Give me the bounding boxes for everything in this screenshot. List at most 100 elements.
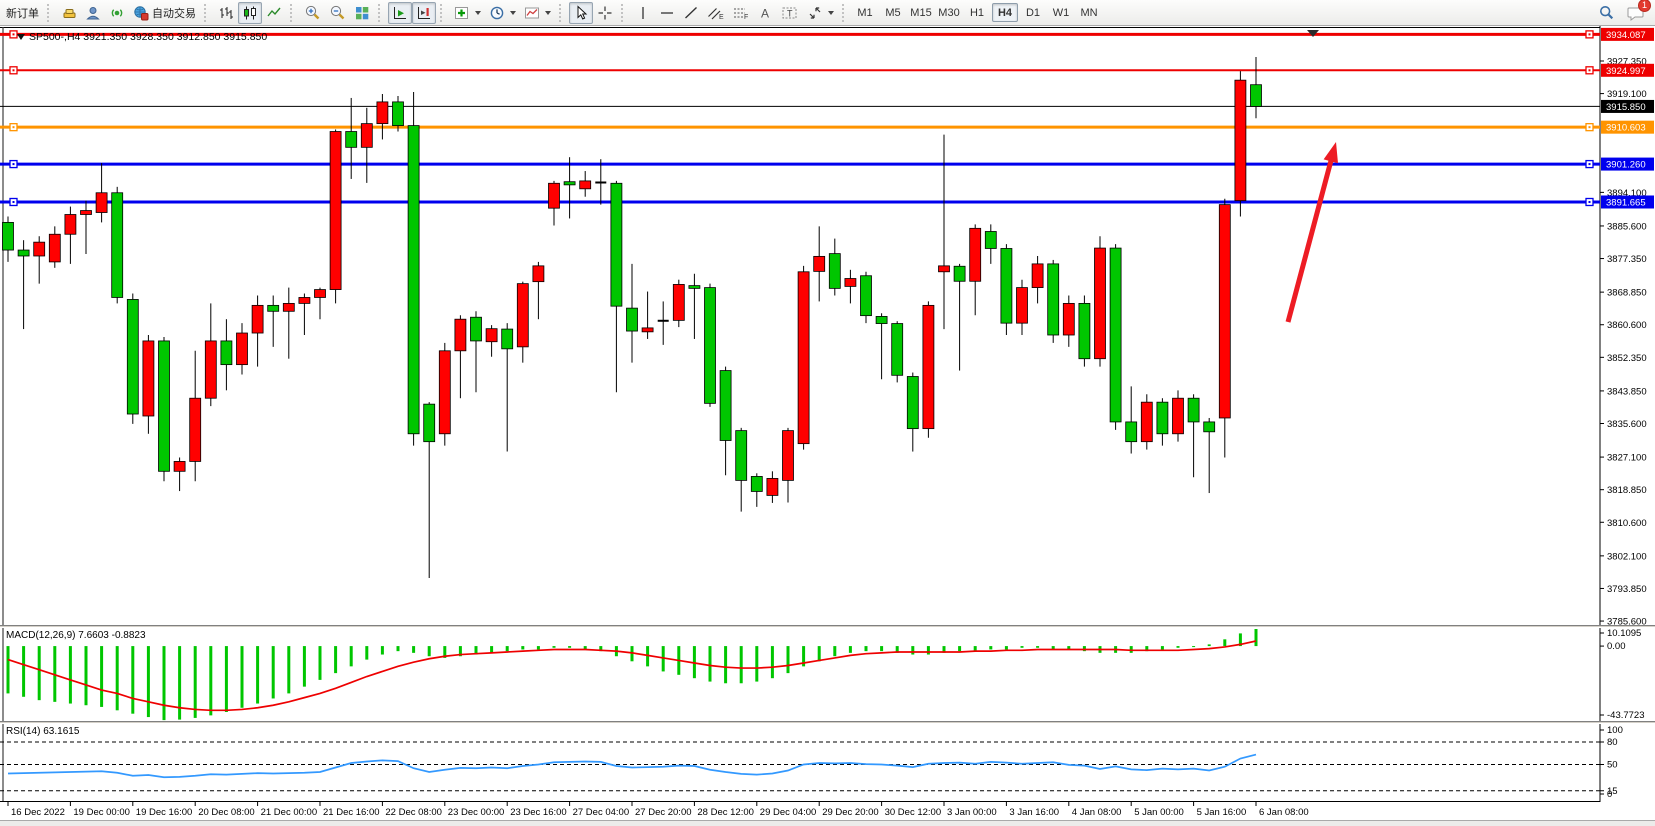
zoom-out-button[interactable] [325, 2, 350, 24]
macd-histogram-bar [802, 646, 806, 667]
account-button[interactable] [81, 2, 105, 24]
chart-title: SP500-,H4 3921.350 3928.350 3912.850 391… [17, 31, 267, 43]
main-toolbar: 新订单 自动交易 [0, 0, 1655, 26]
bear-candle [423, 403, 436, 443]
text-icon: A [761, 6, 769, 20]
bear-candle [111, 192, 124, 298]
new-order-button[interactable]: 新订单 [2, 2, 43, 24]
shift-marker-icon[interactable] [1307, 30, 1319, 37]
macd-histogram-bar [209, 646, 213, 716]
periods-button[interactable] [485, 2, 520, 24]
macd-histogram-bar [505, 646, 509, 652]
chat-button[interactable]: 1 [1625, 0, 1651, 24]
main-chart-panel[interactable]: 3927.350 3919.100 3894.100 3885.600 3877.350… [0, 26, 1655, 625]
text-label-tool-button[interactable]: T [777, 2, 803, 24]
bear-candle [984, 231, 997, 249]
bear-candle [1250, 84, 1262, 107]
vertical-line-tool-button[interactable] [631, 2, 655, 24]
timeframe-mn[interactable]: MN [1080, 6, 1098, 19]
bar-chart-button[interactable] [214, 2, 238, 24]
chart-shift-button[interactable] [412, 1, 436, 24]
arrows-tool-button[interactable] [803, 2, 838, 24]
svg-text:3901.260: 3901.260 [1606, 160, 1646, 171]
macd-histogram-bar [942, 646, 946, 653]
horizontal-line-tool-button[interactable] [655, 2, 679, 24]
timeframe-w1[interactable]: W1 [1052, 6, 1070, 19]
macd-histogram-bar [349, 646, 353, 667]
panel-separator[interactable] [0, 721, 1655, 724]
toolbar-separator [440, 3, 446, 22]
svg-text:F: F [744, 14, 748, 21]
rsi-panel[interactable]: 100 80 50 15 0 [0, 724, 1655, 802]
chart-shift-icon [418, 6, 430, 19]
trend-arrow[interactable] [1285, 157, 1335, 323]
macd-canvas[interactable]: 10.1095 0.00 -43.7723 [0, 628, 1655, 721]
toolbar-right: 1 [1594, 0, 1653, 24]
price-badge [1601, 157, 1654, 171]
time-axis[interactable]: 16 Dec 2022 19 Dec 00:00 19 Dec 16:00 20 De… [0, 802, 1655, 820]
line-chart-button[interactable] [262, 2, 286, 24]
bull-candle [485, 328, 498, 343]
gold-icon [63, 8, 76, 18]
toolbar-separator [204, 3, 210, 22]
cursor-button[interactable] [569, 1, 593, 24]
zoom-out-icon [330, 5, 345, 20]
trendline-tool-button[interactable] [679, 2, 703, 24]
svg-text:A: A [761, 6, 769, 20]
macd-histogram-bar [490, 646, 494, 653]
time-label: 27 Dec 04:00 [573, 807, 630, 818]
tile-windows-button[interactable] [350, 2, 374, 24]
macd-histogram-bar [1067, 646, 1071, 650]
add-indicator-button[interactable] [450, 2, 485, 24]
time-label: 29 Dec 04:00 [760, 807, 817, 818]
templates-button[interactable] [520, 2, 555, 24]
macd-histogram-bar [318, 646, 322, 680]
macd-histogram-bar [880, 646, 884, 652]
bear-candle [719, 370, 732, 441]
text-tool-button[interactable]: A [753, 2, 777, 24]
timeframe-m1[interactable]: M1 [857, 6, 873, 19]
bull-candle [782, 430, 794, 481]
dropdown-caret [475, 10, 481, 15]
zoom-in-button[interactable] [300, 2, 325, 24]
bull-candle [844, 278, 857, 287]
bear-candle [1078, 302, 1091, 360]
macd-panel[interactable]: 10.1095 0.00 -43.7723 [0, 628, 1655, 721]
channel-tool-button[interactable]: E [703, 2, 728, 24]
rsi-line [7, 753, 1257, 779]
bull-candle [454, 318, 467, 352]
panel-separator[interactable] [0, 625, 1655, 628]
svg-text:3934.087: 3934.087 [1606, 30, 1646, 41]
macd-histogram-bar [1160, 646, 1164, 650]
time-label: 6 Jan 08:00 [1259, 807, 1309, 818]
macd-histogram-bar [536, 646, 540, 650]
macd-histogram-bar [817, 646, 821, 662]
price-tick: 3894.100 [1607, 188, 1647, 199]
timeframe-m5[interactable]: M5 [885, 6, 901, 19]
candlestick-chart-button[interactable] [238, 1, 262, 24]
bull-candle [189, 397, 202, 462]
auto-scroll-button[interactable] [388, 1, 412, 24]
crosshair-button[interactable] [593, 2, 617, 24]
timeframe-h1[interactable]: H1 [969, 6, 985, 19]
timeframe-h4[interactable]: H4 [992, 3, 1018, 22]
signals-button[interactable] [105, 2, 129, 24]
bull-candle [33, 241, 46, 257]
gold-package-button[interactable] [57, 2, 81, 24]
price-badge [1601, 27, 1654, 41]
price-tick: 3885.600 [1607, 221, 1647, 232]
macd-histogram-bar [380, 646, 384, 655]
timeframe-m30[interactable]: M30 [938, 6, 960, 19]
macd-histogram-bar [458, 646, 462, 657]
timeframe-m15[interactable]: M15 [910, 6, 932, 19]
rsi-scale-label: 50 [1607, 760, 1618, 771]
timeframe-d1[interactable]: D1 [1025, 6, 1041, 19]
macd-histogram-bar [396, 646, 400, 652]
price-tick: 3802.100 [1607, 551, 1647, 562]
main-chart-canvas[interactable]: 3927.350 3919.100 3894.100 3885.600 3877.350… [0, 26, 1655, 625]
autotrading-button[interactable]: 自动交易 [129, 2, 200, 24]
search-button[interactable] [1594, 2, 1619, 24]
bear-candle [345, 131, 358, 148]
fibonacci-tool-button[interactable]: F [728, 2, 753, 24]
